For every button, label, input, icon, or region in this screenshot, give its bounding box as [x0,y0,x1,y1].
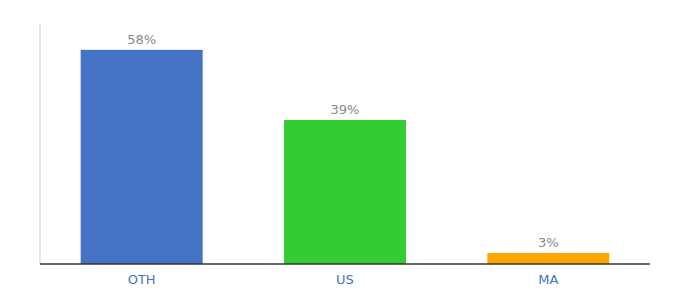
x-tick-label: US [336,272,354,287]
bar [487,253,609,264]
x-axis-line [40,263,650,265]
chart-container: 58% 39% 3% OTH US MA [0,0,680,300]
bars [81,50,610,264]
bar [284,120,406,264]
bar [81,50,203,264]
data-label: 39% [331,102,360,117]
chart-svg: 58% 39% 3% OTH US MA [0,0,680,300]
data-label: 3% [538,235,559,250]
y-axis-line [40,24,41,264]
x-tick-label: OTH [128,272,156,287]
x-tick-label: MA [538,272,558,287]
data-label: 58% [127,32,156,47]
